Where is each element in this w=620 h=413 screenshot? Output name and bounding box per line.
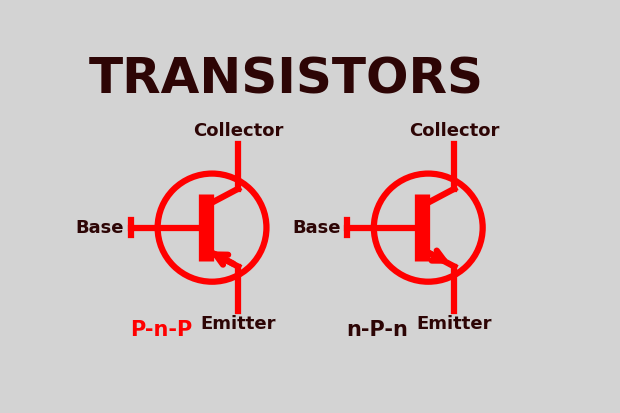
Text: P-n-P: P-n-P: [130, 320, 193, 340]
Text: Base: Base: [292, 218, 340, 237]
Text: TRANSISTORS: TRANSISTORS: [89, 56, 484, 104]
Text: Emitter: Emitter: [200, 315, 276, 333]
Text: Emitter: Emitter: [417, 315, 492, 333]
Text: n-P-n: n-P-n: [347, 320, 409, 340]
Text: Collector: Collector: [193, 123, 283, 140]
Text: Collector: Collector: [409, 123, 500, 140]
Text: Base: Base: [76, 218, 124, 237]
